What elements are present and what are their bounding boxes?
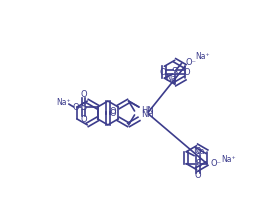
Text: O⁻: O⁻ bbox=[210, 159, 221, 168]
Text: Na: Na bbox=[165, 74, 177, 83]
Text: Na⁺: Na⁺ bbox=[221, 155, 236, 164]
Text: O: O bbox=[80, 90, 87, 98]
Text: O: O bbox=[195, 171, 201, 180]
Text: O: O bbox=[159, 68, 166, 77]
Text: Na⁺: Na⁺ bbox=[57, 98, 71, 106]
Text: S: S bbox=[195, 159, 201, 169]
Text: S: S bbox=[172, 67, 178, 77]
Text: Na: Na bbox=[193, 147, 205, 156]
Text: O: O bbox=[110, 108, 116, 116]
Text: S: S bbox=[81, 102, 87, 112]
Text: O: O bbox=[80, 115, 87, 124]
Text: O: O bbox=[73, 103, 79, 111]
Text: O: O bbox=[195, 147, 201, 156]
Text: O⁻: O⁻ bbox=[186, 58, 197, 67]
Text: O: O bbox=[110, 110, 116, 118]
Text: HN: HN bbox=[141, 106, 154, 116]
Text: Na⁺: Na⁺ bbox=[195, 52, 210, 61]
Text: NH: NH bbox=[141, 110, 154, 119]
Text: O: O bbox=[183, 68, 190, 77]
